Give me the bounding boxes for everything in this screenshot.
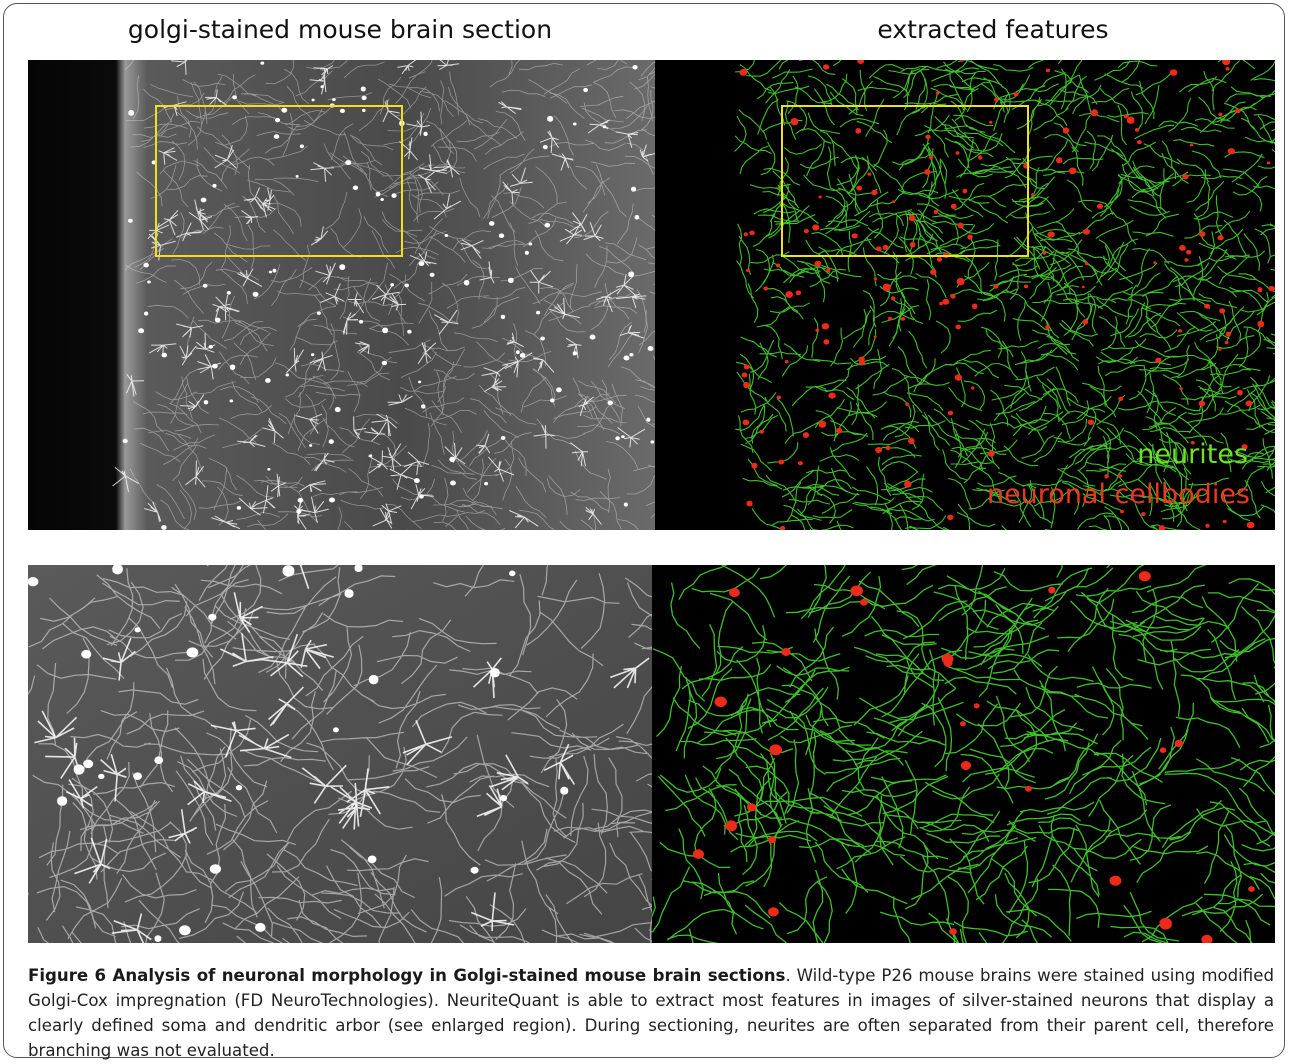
caption-text: . Wild-type P26 mouse brains were staine… — [28, 966, 1274, 1060]
figure-frame — [3, 3, 1285, 1058]
micrograph-zoom — [28, 565, 652, 943]
caption-title: Figure 6 Analysis of neuronal morphology… — [28, 966, 786, 985]
texture — [28, 565, 652, 943]
zoom-region — [155, 105, 403, 257]
figure: golgi-stained mouse brain section extrac… — [28, 15, 1275, 943]
texture — [124, 60, 655, 530]
legend-label: neuronal cellbodies — [987, 479, 1250, 510]
texture — [734, 60, 1275, 530]
legend-label: neurites — [1137, 439, 1248, 470]
texture — [34, 565, 650, 943]
texture — [652, 565, 1275, 943]
panel-title: extracted features — [877, 15, 1108, 44]
panel-title: golgi-stained mouse brain section — [128, 15, 552, 44]
caption: Figure 6 Analysis of neuronal morphology… — [28, 963, 1274, 1063]
texture — [112, 60, 655, 530]
micrograph — [28, 60, 655, 530]
zoom-region — [781, 105, 1029, 257]
